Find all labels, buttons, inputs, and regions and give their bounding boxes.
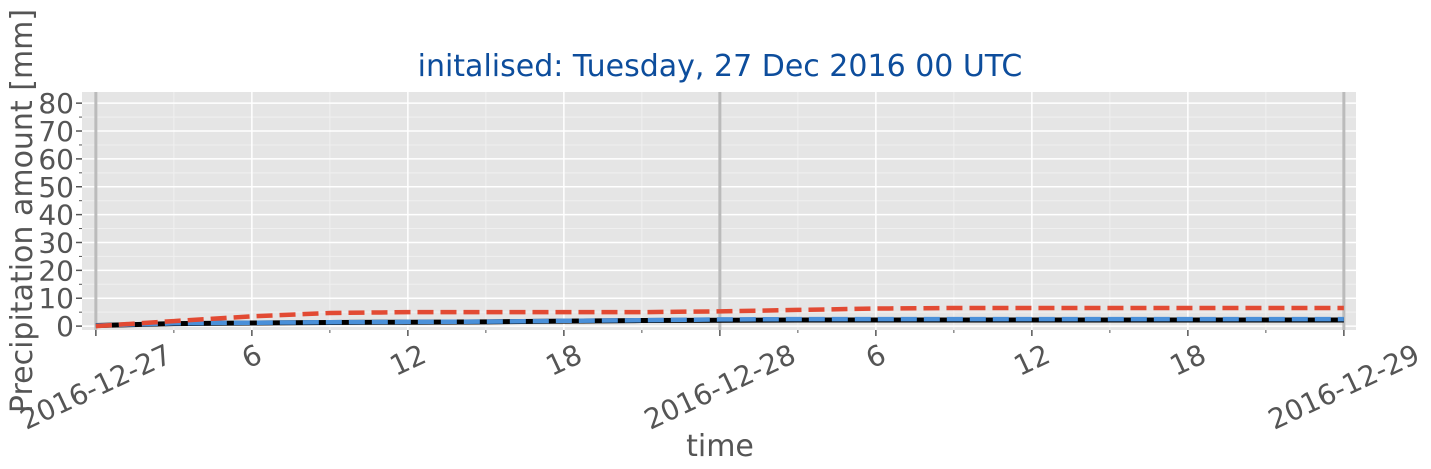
- x-tick-label: 2016-12-28: [639, 338, 800, 437]
- y-tick-label: 80: [38, 87, 74, 120]
- x-tick-label: 6: [237, 338, 267, 375]
- chart-title: initalised: Tuesday, 27 Dec 2016 00 UTC: [418, 49, 1023, 84]
- y-tick-label: 10: [38, 282, 74, 315]
- x-tick-label: 2016-12-29: [1263, 338, 1424, 437]
- x-tick-label: 12: [385, 338, 431, 383]
- x-tick-label: 6: [861, 338, 891, 375]
- y-tick-label: 30: [38, 226, 74, 259]
- y-axis-label: Precipitation amount [mm]: [5, 9, 40, 413]
- series-line: [95, 305, 1344, 329]
- y-tick-label: 0: [56, 310, 74, 343]
- y-tick-label: 60: [38, 143, 74, 176]
- x-axis-label: time: [686, 429, 754, 464]
- y-tick-label: 70: [38, 115, 74, 148]
- x-tick-label: 18: [1165, 338, 1211, 383]
- y-tick-label: 50: [38, 171, 74, 204]
- x-tick-label: 12: [1009, 338, 1055, 383]
- x-tick-label: 18: [541, 338, 587, 383]
- y-tick-label: 20: [38, 254, 74, 287]
- y-tick-label: 40: [38, 199, 74, 232]
- series-line: [95, 316, 1344, 328]
